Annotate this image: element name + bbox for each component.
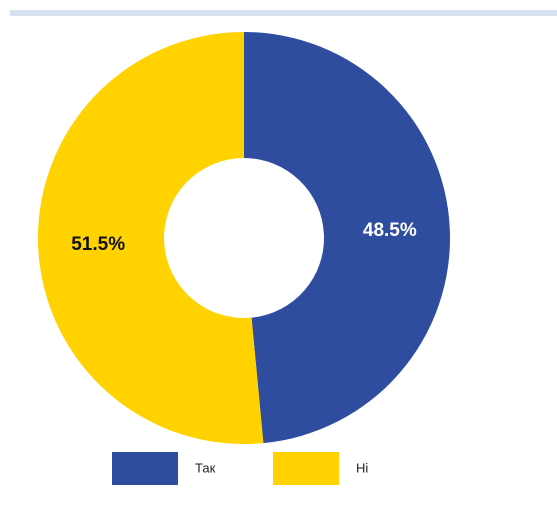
legend-label: Ні <box>356 460 368 475</box>
legend-swatch <box>112 452 178 485</box>
data-label: 51.5% <box>71 234 125 255</box>
donut-slice <box>37 32 264 444</box>
data-label: 48.5% <box>363 220 417 241</box>
donut-slice <box>244 32 450 444</box>
top-bar <box>10 10 557 16</box>
legend-label: Так <box>195 460 216 475</box>
legend-swatch <box>273 452 339 485</box>
